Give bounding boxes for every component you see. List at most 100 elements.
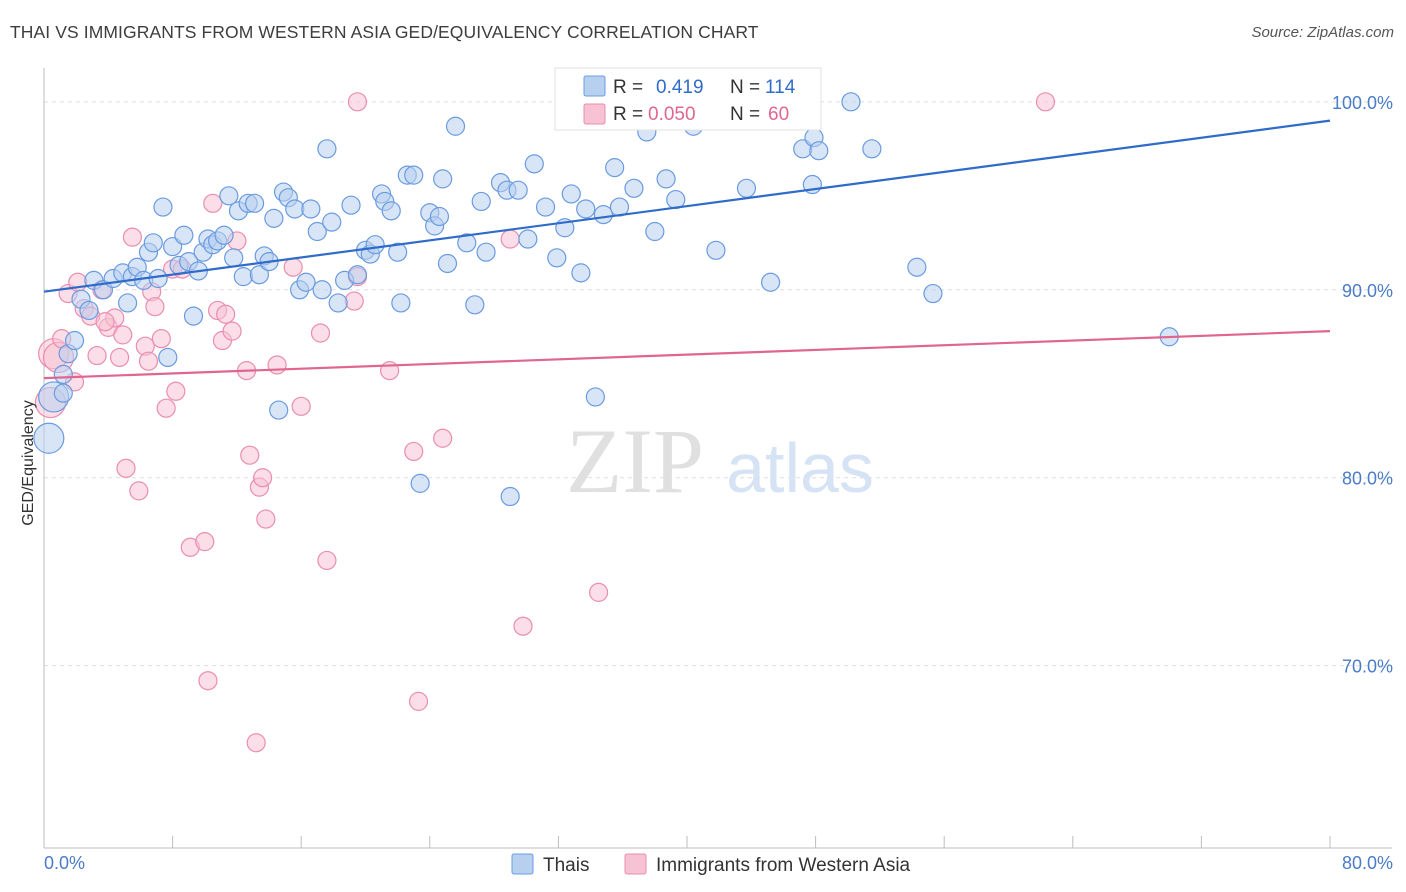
immigrants-point-19 [138,351,159,371]
immigrants-point-9 [87,345,107,366]
thais-point-31 [214,225,234,245]
immigrants-point-21 [145,297,165,317]
thais-point-37 [244,193,265,213]
trendline-thais [43,119,1331,293]
thais-point-66 [404,165,424,185]
thais-point-23 [174,225,194,245]
immigrants-point-54 [500,229,520,249]
thais-point-25 [183,306,204,326]
x-tick-label-max: 80.0% [1342,853,1393,873]
immigrants-point-15 [116,458,136,478]
immigrants-point-47 [347,92,368,112]
watermark-zip: ZIP [566,410,704,512]
immigrants-point-22 [151,329,171,349]
thais-point-5 [53,383,73,403]
bottom-legend-swatch-immigrants [624,853,647,875]
legend-n-value-immigrants: 60 [768,104,789,125]
thais-point-95 [645,221,665,242]
thais-point-0 [33,422,65,454]
thais-point-90 [593,205,614,225]
thais-point-71 [437,253,458,274]
thais-point-20 [158,347,178,368]
immigrants-point-30 [203,193,223,213]
thais-point-55 [341,195,361,215]
immigrants-point-23 [156,398,176,418]
bottom-legend-label-thais: Thais [543,855,589,876]
thais-point-50 [312,280,332,300]
series-legend: Thais Immigrants from Western Asia [511,853,911,876]
thais-point-81 [518,229,538,249]
thais-point-38 [249,265,270,285]
immigrants-point-28 [195,532,215,552]
legend-n-label-immigrants: N = [730,104,760,125]
immigrants-point-43 [283,257,303,277]
series-immigrants-points [34,92,1056,753]
gridlines [44,101,1392,667]
legend-swatch-thais [583,75,606,97]
immigrants-point-34 [222,321,242,341]
watermark: ZIP atlas [566,410,874,512]
y-tick-label-0: 100.0% [1332,93,1393,113]
thais-point-56 [347,265,368,285]
thais-point-105 [809,141,829,161]
thais-point-111 [429,206,450,227]
thais-point-84 [547,248,567,268]
immigrants-point-48 [344,291,364,311]
thais-point-51 [317,139,337,159]
thais-point-76 [476,242,496,262]
immigrants-point-55 [513,616,533,636]
immigrants-point-16 [122,227,143,247]
thais-point-107 [862,139,882,159]
series-thais-points [33,92,1179,507]
thais-point-64 [391,293,411,313]
thais-point-2 [53,364,73,384]
immigrants-point-13 [109,347,130,368]
thais-point-48 [301,199,321,219]
thais-point-67 [410,473,430,493]
y-tick-label-2: 80.0% [1342,469,1393,489]
immigrants-point-14 [113,325,133,345]
immigrants-point-58 [1035,92,1056,112]
thais-point-83 [535,197,556,217]
source-credit: Source: ZipAtlas.com [1251,24,1394,41]
legend-r-value-immigrants: 0.050 [648,104,696,125]
immigrants-point-40 [253,468,273,488]
y-tick-labels: 100.0% 90.0% 80.0% 70.0% [1332,93,1393,677]
legend-r-label-immigrants: R = [613,104,643,125]
thais-point-106 [841,92,861,112]
correlation-legend: R = 0.419 N = 114 R = 0.050 N = 60 [554,67,822,131]
thais-point-41 [264,208,284,228]
thais-point-101 [760,272,781,292]
y-tick-label-1: 90.0% [1342,281,1393,301]
trendlines [43,119,1331,380]
thais-point-17 [143,233,163,253]
legend-r-label-thais: R = [613,77,643,98]
bottom-legend-label-immigrants: Immigrants from Western Asia [656,855,911,876]
thais-point-74 [465,295,485,315]
immigrants-point-17 [129,481,149,501]
thais-point-32 [219,186,239,206]
thais-point-96 [656,169,676,189]
thais-point-53 [328,293,348,313]
thais-point-72 [445,116,466,136]
thais-point-12 [117,293,138,313]
immigrants-point-56 [588,582,609,602]
thais-point-75 [471,191,491,212]
thais-point-42 [269,400,289,420]
immigrants-point-25 [166,381,186,401]
thais-point-93 [624,178,644,198]
thais-point-45 [285,199,305,219]
thais-point-18 [148,268,168,289]
thais-point-88 [576,199,596,219]
thais-point-52 [322,212,342,232]
thais-point-33 [224,248,244,268]
thais-point-70 [433,169,453,189]
thais-point-59 [365,235,385,255]
legend-swatch-immigrants [583,103,606,125]
thais-point-100 [736,178,757,198]
thais-point-91 [605,158,625,178]
immigrants-point-44 [291,396,311,416]
thais-point-108 [907,257,927,277]
immigrants-point-37 [240,445,260,465]
